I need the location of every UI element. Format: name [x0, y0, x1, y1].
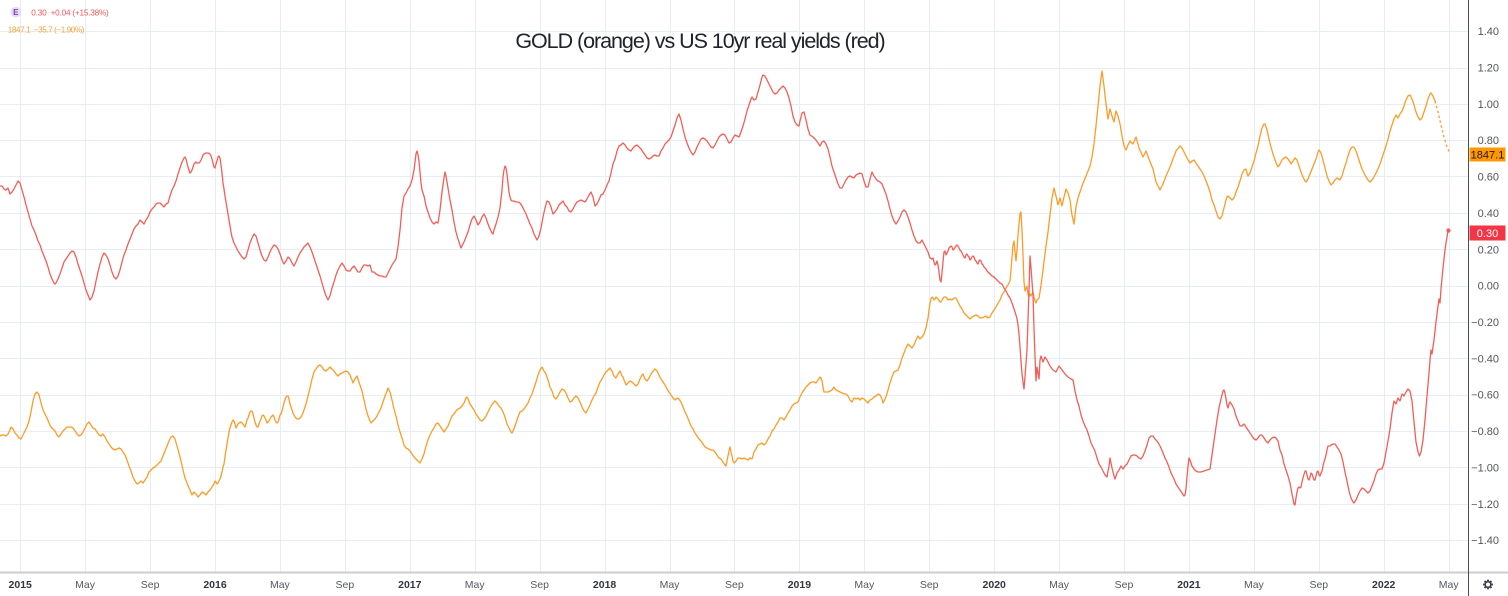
svg-text:0.80: 0.80 — [1478, 135, 1499, 147]
svg-text:2018: 2018 — [593, 579, 617, 591]
svg-text:May: May — [465, 579, 486, 591]
svg-text:May: May — [270, 579, 291, 591]
svg-text:2016: 2016 — [203, 579, 227, 591]
svg-text:2022: 2022 — [1372, 579, 1396, 591]
svg-text:1.00: 1.00 — [1478, 99, 1499, 111]
svg-text:GOLD (orange) vs US 10yr real: GOLD (orange) vs US 10yr real yields (re… — [515, 29, 884, 53]
svg-text:2017: 2017 — [398, 579, 422, 591]
svg-text:−0.40: −0.40 — [1471, 353, 1499, 365]
svg-text:−1.00: −1.00 — [1471, 462, 1499, 474]
svg-text:Sep: Sep — [336, 579, 355, 591]
svg-text:1847.1 −35.7 (−1.90%): 1847.1 −35.7 (−1.90%) — [8, 26, 85, 35]
svg-text:May: May — [854, 579, 875, 591]
svg-text:0.30 +0.04 (+15.38%): 0.30 +0.04 (+15.38%) — [31, 9, 109, 18]
svg-text:Sep: Sep — [1309, 579, 1328, 591]
svg-text:Sep: Sep — [1115, 579, 1134, 591]
svg-text:−0.20: −0.20 — [1471, 317, 1499, 329]
svg-text:−0.60: −0.60 — [1471, 390, 1499, 402]
svg-text:−1.40: −1.40 — [1471, 535, 1499, 547]
svg-text:May: May — [1439, 579, 1460, 591]
svg-text:2020: 2020 — [983, 579, 1007, 591]
svg-text:1.20: 1.20 — [1478, 63, 1499, 75]
svg-text:0.40: 0.40 — [1478, 208, 1499, 220]
svg-text:1.40: 1.40 — [1478, 26, 1499, 38]
svg-text:Sep: Sep — [725, 579, 744, 591]
svg-text:0.20: 0.20 — [1478, 244, 1499, 256]
svg-text:−0.80: −0.80 — [1471, 426, 1499, 438]
svg-text:May: May — [1244, 579, 1265, 591]
svg-text:Sep: Sep — [141, 579, 160, 591]
svg-text:May: May — [75, 579, 96, 591]
svg-text:May: May — [660, 579, 681, 591]
svg-text:2021: 2021 — [1177, 579, 1201, 591]
svg-text:0.60: 0.60 — [1478, 172, 1499, 184]
svg-text:Sep: Sep — [530, 579, 549, 591]
svg-text:E: E — [13, 8, 19, 17]
svg-text:0.30: 0.30 — [1477, 228, 1498, 240]
svg-text:May: May — [1049, 579, 1070, 591]
svg-text:1847.1: 1847.1 — [1471, 150, 1505, 162]
svg-text:0.00: 0.00 — [1478, 281, 1499, 293]
svg-text:2019: 2019 — [788, 579, 812, 591]
svg-text:Sep: Sep — [920, 579, 939, 591]
svg-text:2015: 2015 — [9, 579, 33, 591]
svg-text:−1.20: −1.20 — [1471, 499, 1499, 511]
